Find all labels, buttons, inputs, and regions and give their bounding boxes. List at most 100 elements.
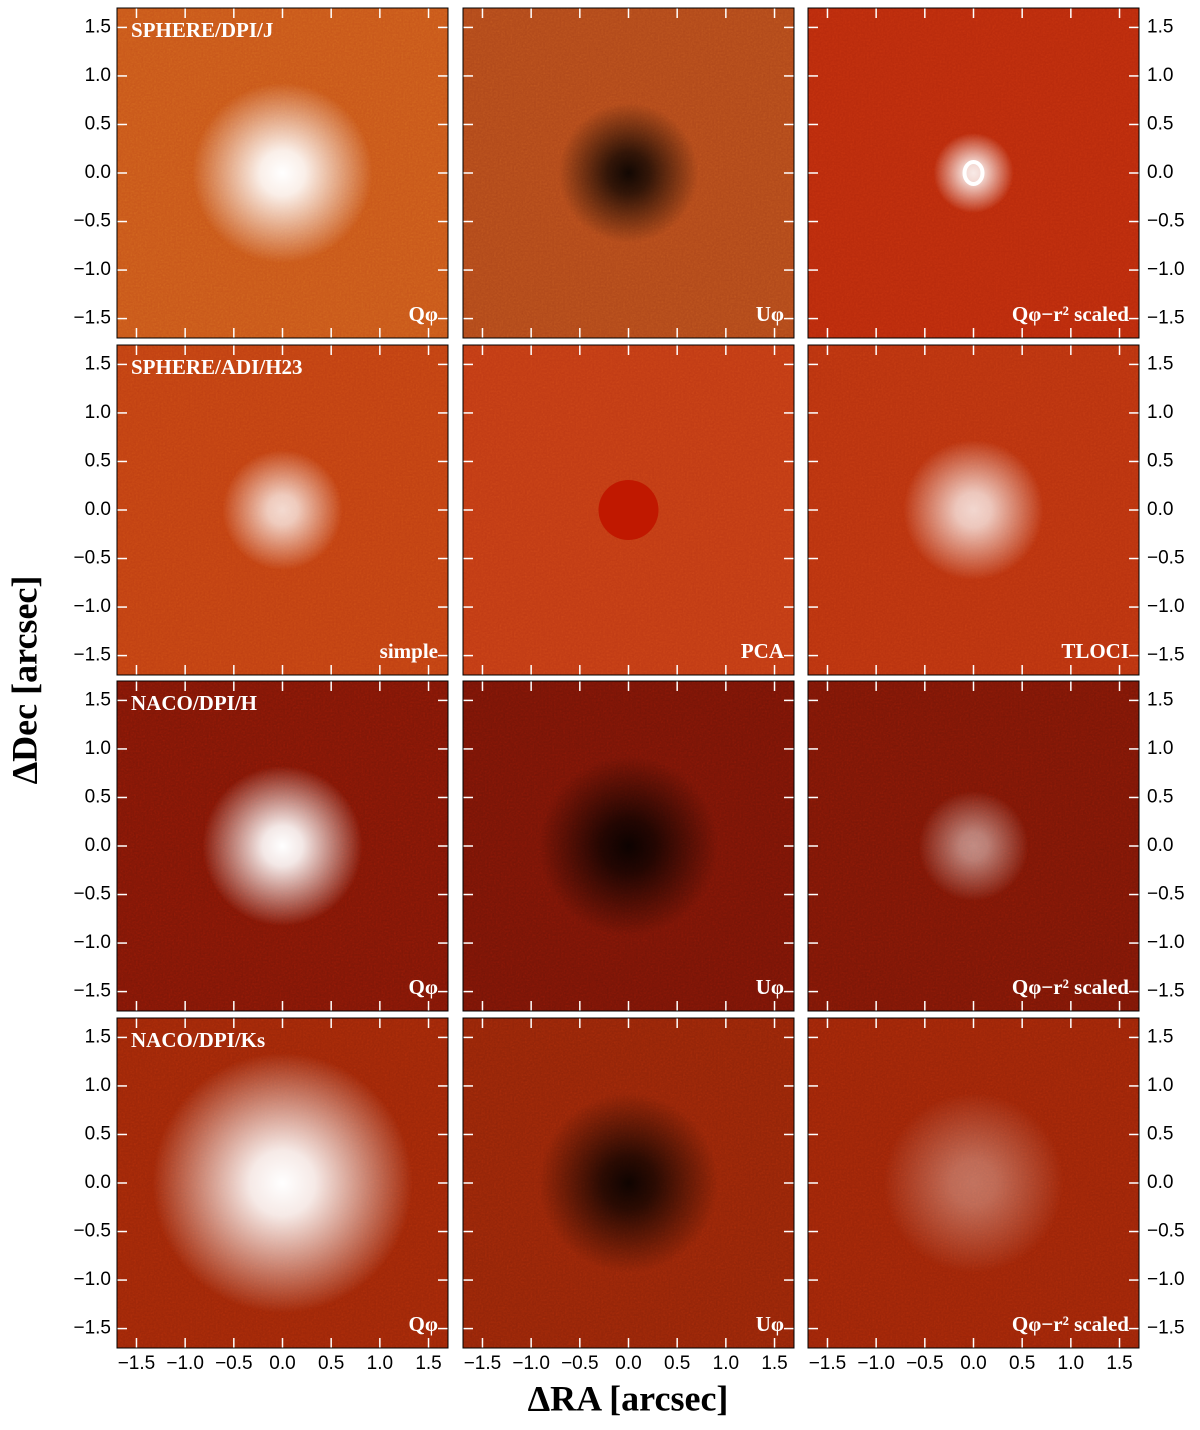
x-tick-label: 1.5	[415, 1353, 441, 1374]
y-tick-label: 0.5	[85, 113, 111, 134]
panel-frame	[807, 7, 1140, 339]
glow	[202, 766, 363, 926]
row-label: SPHERE/ADI/H23	[131, 355, 303, 379]
x-tick-label: 0.0	[960, 1353, 986, 1374]
y-tick-label: −0.5	[1147, 884, 1185, 905]
y-tick-label: 0.5	[1147, 786, 1173, 807]
y-tick-label: 1.0	[1147, 1075, 1173, 1096]
row-label: NACO/DPI/Ks	[131, 1028, 265, 1052]
y-tick-label: −0.5	[1147, 1221, 1185, 1242]
y-tick-label: 0.5	[85, 1123, 111, 1144]
panel-frame	[116, 7, 449, 339]
glow	[222, 450, 343, 570]
glow	[538, 1093, 719, 1273]
y-tick-label: −1.0	[73, 932, 111, 953]
x-tick-label: −1.5	[809, 1353, 847, 1374]
y-tick-label: −0.5	[1147, 548, 1185, 569]
panel-frame	[807, 1017, 1140, 1349]
y-tick-label: −1.5	[73, 308, 111, 329]
row-label: NACO/DPI/H	[131, 691, 257, 715]
y-tick-label: 1.5	[85, 1026, 111, 1047]
y-tick-label: 0.0	[1147, 499, 1173, 520]
y-tick-label: 0.0	[85, 835, 111, 856]
y-tick-label: −1.5	[1147, 308, 1185, 329]
x-tick-label: −0.5	[906, 1353, 944, 1374]
y-tick-label: 0.0	[1147, 1172, 1173, 1193]
panel-frame	[116, 1017, 449, 1349]
panel-label: Uφ	[756, 975, 784, 999]
row-label: SPHERE/DPI/J	[131, 18, 273, 42]
panel-label: Qφ−r² scaled	[1012, 1312, 1129, 1336]
y-tick-label: 1.0	[85, 1075, 111, 1096]
x-axis-title: ΔRA [arcsec]	[528, 1378, 729, 1418]
panel-label: Qφ	[409, 975, 438, 999]
ring	[962, 160, 985, 186]
y-tick-label: −1.0	[1147, 932, 1185, 953]
y-tick-label: −1.0	[73, 259, 111, 280]
y-tick-label: 0.0	[85, 1172, 111, 1193]
y-tick-label: 1.5	[85, 16, 111, 37]
y-tick-label: −0.5	[73, 1221, 111, 1242]
y-tick-label: 1.5	[1147, 16, 1173, 37]
x-tick-label: 1.0	[713, 1353, 739, 1374]
y-tick-label: −1.5	[73, 1318, 111, 1339]
y-tick-label: 1.0	[1147, 65, 1173, 86]
y-tick-label: −1.5	[73, 981, 111, 1002]
glow	[558, 103, 699, 243]
y-tick-label: 1.5	[1147, 689, 1173, 710]
x-tick-label: −1.0	[857, 1353, 895, 1374]
panel-frame	[116, 344, 449, 676]
y-tick-label: 1.0	[1147, 402, 1173, 423]
panel-label: Uφ	[756, 1312, 784, 1336]
y-tick-label: 1.0	[1147, 738, 1173, 759]
glow	[152, 1053, 413, 1313]
y-tick-label: −1.5	[73, 645, 111, 666]
x-tick-label: −1.5	[118, 1353, 156, 1374]
y-tick-label: 0.5	[85, 450, 111, 471]
x-tick-label: −0.5	[561, 1353, 599, 1374]
panel-frame	[462, 344, 795, 676]
y-tick-label: 0.5	[1147, 1123, 1173, 1144]
y-tick-label: 1.5	[85, 689, 111, 710]
x-tick-label: 1.0	[367, 1353, 393, 1374]
glow	[538, 756, 719, 936]
mask	[598, 480, 659, 540]
y-tick-label: 1.0	[85, 402, 111, 423]
y-tick-label: 1.5	[1147, 1026, 1173, 1047]
y-tick-label: 1.0	[85, 65, 111, 86]
y-tick-label: −0.5	[73, 884, 111, 905]
y-tick-label: −1.5	[1147, 1318, 1185, 1339]
glow	[192, 83, 373, 263]
panel-frame	[462, 7, 795, 339]
y-tick-label: 1.5	[1147, 353, 1173, 374]
panel-frame	[807, 344, 1140, 676]
panel-frame	[462, 1017, 795, 1349]
panel-label: simple	[380, 639, 438, 663]
y-tick-label: 0.5	[1147, 113, 1173, 134]
y-tick-label: 0.0	[1147, 162, 1173, 183]
panel-frame	[462, 680, 795, 1012]
x-tick-label: 0.0	[615, 1353, 641, 1374]
x-tick-label: 1.5	[1106, 1353, 1132, 1374]
x-tick-label: 0.5	[318, 1353, 344, 1374]
x-tick-label: −1.0	[166, 1353, 204, 1374]
y-tick-label: −0.5	[73, 548, 111, 569]
y-tick-label: 0.5	[1147, 450, 1173, 471]
panel-label: Qφ	[409, 1312, 438, 1336]
y-tick-label: 1.0	[85, 738, 111, 759]
x-tick-label: −0.5	[215, 1353, 253, 1374]
panel-label: Qφ−r² scaled	[1012, 302, 1129, 326]
y-axis-title: ΔDec [arcsec]	[4, 576, 44, 785]
y-tick-label: −0.5	[73, 211, 111, 232]
y-tick-label: −1.5	[1147, 981, 1185, 1002]
x-tick-label: −1.5	[464, 1353, 502, 1374]
y-tick-label: −1.0	[73, 1269, 111, 1290]
panel-frame	[116, 680, 449, 1012]
x-tick-label: 1.5	[761, 1353, 787, 1374]
y-tick-label: 0.0	[85, 499, 111, 520]
panel-label: PCA	[741, 639, 785, 663]
x-tick-label: 0.5	[664, 1353, 690, 1374]
x-tick-label: −1.0	[512, 1353, 550, 1374]
x-tick-label: 0.0	[269, 1353, 295, 1374]
